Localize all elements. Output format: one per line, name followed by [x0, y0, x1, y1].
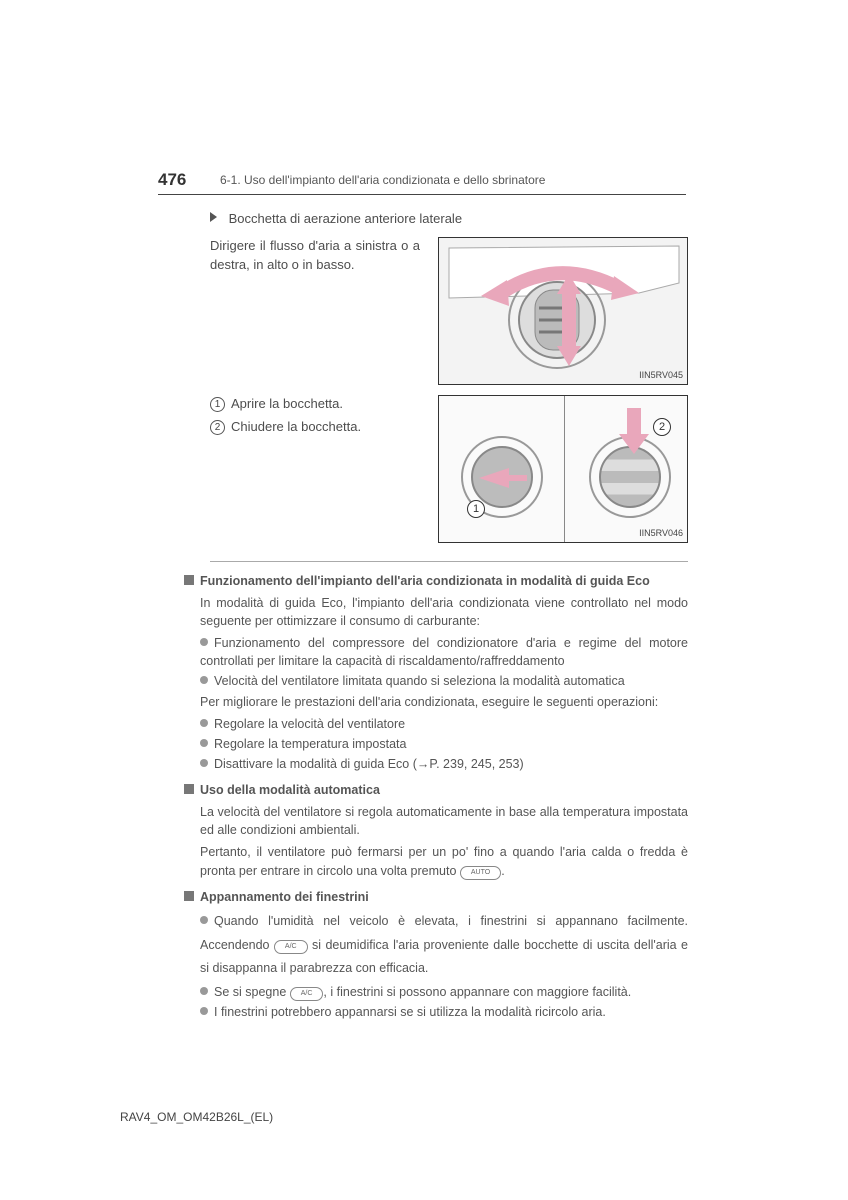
step1-text: Aprire la bocchetta.	[231, 396, 343, 411]
ac-button-icon: A/C	[290, 987, 324, 1001]
figure-divider	[564, 396, 565, 542]
triangle-bullet-icon	[210, 212, 217, 222]
fog-bullet-1: Quando l'umidità nel veicolo è elevata, …	[200, 910, 688, 981]
fog-title-text: Appannamento dei finestrini	[200, 890, 369, 904]
open-close-row: 1 Aprire la bocchetta. 2 Chiudere la bocch…	[210, 395, 688, 543]
dot-icon	[200, 676, 208, 684]
eco-b1-text: Funzionamento del compressore del condiz…	[200, 636, 688, 668]
square-bullet-icon	[184, 891, 194, 901]
step-close: 2 Chiudere la bocchetta.	[210, 418, 420, 437]
main-content: Bocchetta di aerazione anteriore lateral…	[210, 210, 688, 1023]
eco-b5-text: Disattivare la modalità di guida Eco (→P…	[214, 757, 524, 771]
auto-title-text: Uso della modalità automatica	[200, 783, 380, 797]
dot-icon	[200, 1007, 208, 1015]
eco-bullet-1: Funzionamento del compressore del condiz…	[200, 634, 688, 670]
eco-bullet-5: Disattivare la modalità di guida Eco (→P…	[200, 755, 688, 773]
header-rule	[158, 194, 686, 195]
page-number: 476	[158, 168, 186, 193]
dot-icon	[200, 739, 208, 747]
mid-rule	[210, 561, 688, 562]
eco-intro: In modalità di guida Eco, l'impianto del…	[200, 594, 688, 630]
figure2-code: IIN5RV046	[639, 527, 683, 540]
auto-p1: La velocità del ventilatore si regola au…	[200, 803, 688, 839]
auto-heading: Uso della modalità automatica	[184, 781, 688, 799]
eco-b2-text: Velocità del ventilatore limitata quando…	[214, 674, 625, 688]
auto-p2: Pertanto, il ventilatore può fermarsi pe…	[200, 843, 688, 879]
running-head: 6-1. Uso dell'impianto dell'aria condizi…	[220, 172, 545, 189]
vent-section-heading: Bocchetta di aerazione anteriore lateral…	[210, 210, 688, 229]
fog-bullet-2: Se si spegne A/C, i finestrini si posson…	[200, 983, 688, 1001]
fog-bullet-3: I finestrini potrebbero appannarsi se si…	[200, 1003, 688, 1021]
eco-b3-text: Regolare la velocità del ventilatore	[214, 717, 405, 731]
eco-heading: Funzionamento dell'impianto dell'aria co…	[184, 572, 688, 590]
dot-icon	[200, 719, 208, 727]
label-2: 2	[653, 418, 671, 436]
eco-bullet-2: Velocità del ventilatore limitata quando…	[200, 672, 688, 690]
fog-heading: Appannamento dei finestrini	[184, 888, 688, 906]
eco-b4-text: Regolare la temperatura impostata	[214, 737, 406, 751]
label-1: 1	[467, 500, 485, 518]
auto-button-icon: AUTO	[460, 866, 501, 880]
eco-bullet-4: Regolare la temperatura impostata	[200, 735, 688, 753]
step2-text: Chiudere la bocchetta.	[231, 419, 361, 434]
figure-vent-direction: IIN5RV045	[438, 237, 688, 385]
arrow-close-icon	[619, 408, 649, 458]
dot-icon	[200, 916, 208, 924]
dot-icon	[200, 638, 208, 646]
direction-text: Dirigere il flusso d'aria a sinistra o a…	[210, 237, 420, 385]
figure1-code: IIN5RV045	[639, 369, 683, 382]
auto-p2b: .	[501, 864, 504, 878]
ac-button-icon: A/C	[274, 940, 308, 954]
dot-icon	[200, 759, 208, 767]
vent-heading-text: Bocchetta di aerazione anteriore lateral…	[229, 211, 462, 226]
dot-icon	[200, 987, 208, 995]
circled-2-icon: 2	[210, 420, 225, 435]
fog-b3-text: I finestrini potrebbero appannarsi se si…	[214, 1005, 606, 1019]
step-open: 1 Aprire la bocchetta.	[210, 395, 420, 414]
direction-row: Dirigere il flusso d'aria a sinistra o a…	[210, 237, 688, 385]
figure-vent-open-close: 1 2 IIN5RV046	[438, 395, 688, 543]
eco-improve: Per migliorare le prestazioni dell'aria …	[200, 693, 688, 711]
fog-b2b: , i finestrini si possono appannare con …	[323, 985, 631, 999]
square-bullet-icon	[184, 784, 194, 794]
arrow-open-icon	[479, 466, 529, 496]
square-bullet-icon	[184, 575, 194, 585]
vent-direction-illustration	[439, 238, 688, 385]
fog-b2a: Se si spegne	[214, 985, 290, 999]
circled-1-icon: 1	[210, 397, 225, 412]
eco-bullet-3: Regolare la velocità del ventilatore	[200, 715, 688, 733]
open-close-steps: 1 Aprire la bocchetta. 2 Chiudere la bocch…	[210, 395, 420, 543]
auto-p2a: Pertanto, il ventilatore può fermarsi pe…	[200, 845, 688, 877]
footer-code: RAV4_OM_OM42B26L_(EL)	[120, 1109, 273, 1126]
info-block: Funzionamento dell'impianto dell'aria co…	[184, 572, 688, 1022]
eco-title-text: Funzionamento dell'impianto dell'aria co…	[200, 574, 650, 588]
